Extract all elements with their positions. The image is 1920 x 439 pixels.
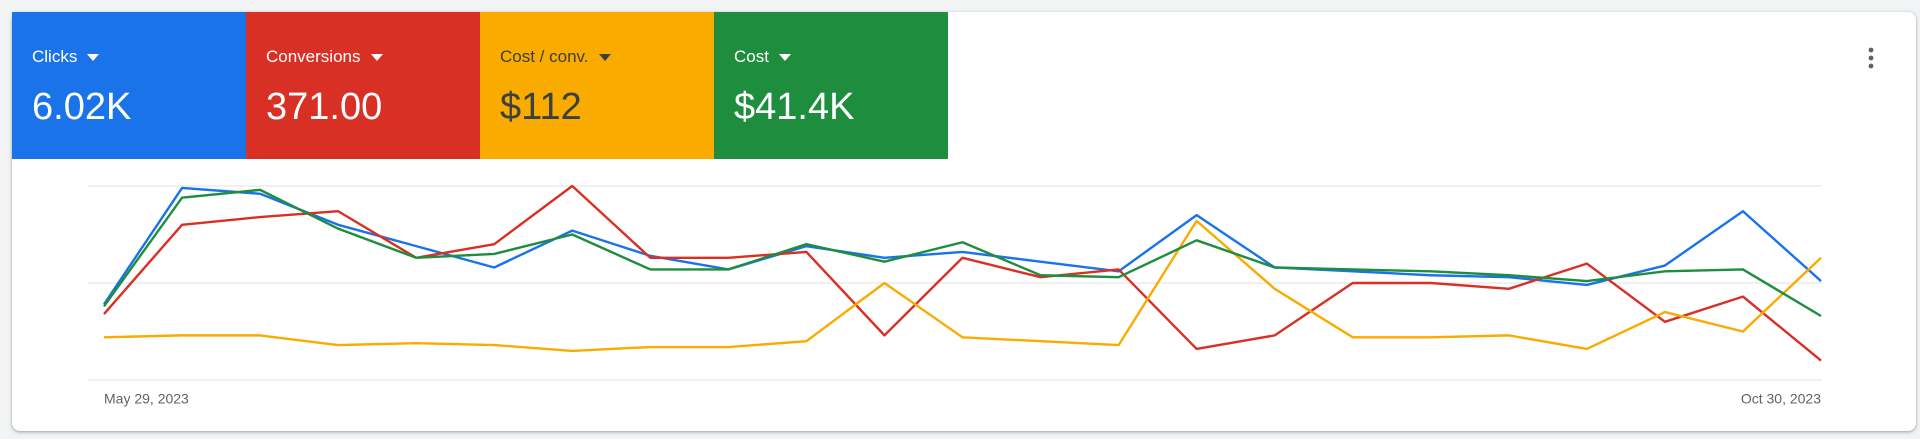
metric-selector[interactable]: Cost / conv. <box>500 46 714 68</box>
metric-value: 6.02K <box>32 86 132 128</box>
scorecard[interactable]: Cost / conv. $112 <box>480 12 714 159</box>
series-line <box>103 188 1822 318</box>
series-line <box>103 186 1822 306</box>
scorecard[interactable]: Cost $41.4K <box>714 12 948 159</box>
metric-label: Cost <box>734 47 769 66</box>
metric-value: $41.4K <box>734 86 855 128</box>
metric-label: Clicks <box>32 47 78 66</box>
metric-value: $112 <box>500 86 582 128</box>
series-line <box>103 184 1822 362</box>
dropdown-arrow <box>87 53 100 61</box>
scorecard[interactable]: Clicks 6.02K <box>12 12 246 159</box>
metric-selector[interactable]: Conversions <box>266 46 480 68</box>
metric-value: 371.00 <box>266 86 383 128</box>
x-tick-label: May 29, 2023 <box>104 391 189 407</box>
series-line <box>103 219 1822 353</box>
dropdown-arrow <box>778 53 791 61</box>
dropdown-arrow <box>370 53 383 61</box>
scorecard[interactable]: Conversions 371.00 <box>246 12 480 159</box>
metric-selector[interactable]: Cost <box>734 46 948 68</box>
metric-label: Conversions <box>266 47 361 66</box>
more-menu[interactable] <box>1864 46 1878 70</box>
dropdown-arrow <box>598 53 611 61</box>
scorecards: Clicks 6.02K Conversions 371.00 Cost / conv.… <box>12 12 948 159</box>
x-tick-label: Oct 30, 2023 <box>1741 391 1821 407</box>
metric-label: Cost / conv. <box>500 47 589 66</box>
metric-selector[interactable]: Clicks <box>32 46 246 68</box>
